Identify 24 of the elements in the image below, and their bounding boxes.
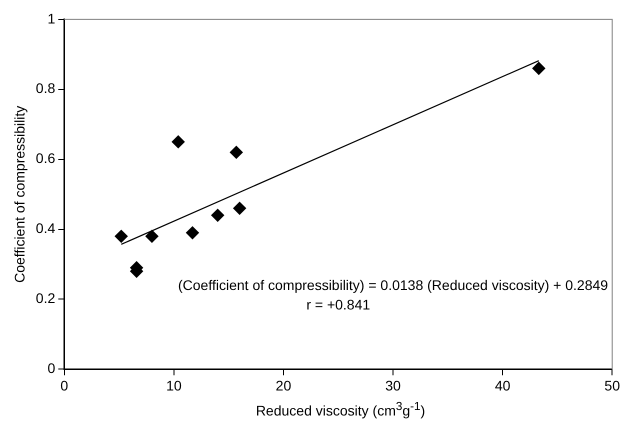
point bbox=[114, 230, 128, 243]
x-axis-title: Reduced viscosity (cm$^{3}$g$^{-1}$) bbox=[254, 400, 426, 419]
y-tick-label: 0.8 bbox=[36, 80, 56, 96]
annotation: (Coefficient of compressibility) = 0.0138 (Reduced viscosity) + 0.2849 bbox=[178, 277, 608, 294]
y-tick-label: 0 bbox=[47, 360, 56, 376]
y-tick-label: 0.4 bbox=[36, 220, 56, 236]
point bbox=[186, 226, 199, 240]
point bbox=[233, 202, 246, 215]
x-tick-label: 10 bbox=[166, 377, 182, 394]
point bbox=[211, 208, 224, 222]
point bbox=[172, 135, 185, 148]
y-tick-label: 0.6 bbox=[36, 150, 56, 166]
x-tick-label: 40 bbox=[494, 377, 511, 394]
y-tick-label: 1 bbox=[47, 10, 56, 26]
x-tick-label: 0 bbox=[60, 377, 68, 394]
point bbox=[532, 62, 546, 75]
y-tick-label: 0.2 bbox=[36, 290, 56, 306]
x-tick-label: 20 bbox=[276, 377, 292, 394]
x-tick-label: 50 bbox=[604, 377, 620, 394]
point bbox=[230, 146, 243, 159]
x-tick-label: 30 bbox=[385, 377, 402, 394]
annotation: r = +0.841 bbox=[306, 296, 370, 312]
point bbox=[145, 230, 158, 243]
y-axis-title: Coefficient of compressibility bbox=[11, 106, 28, 283]
